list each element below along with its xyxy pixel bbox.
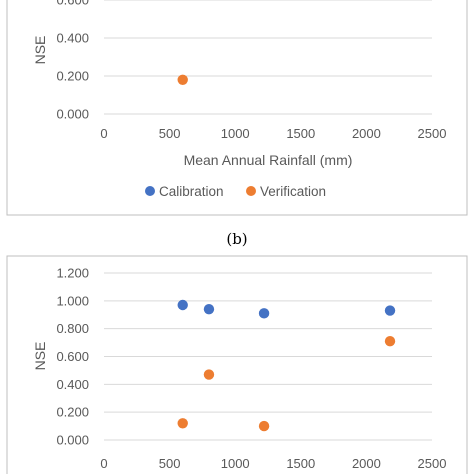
chart-a-y-axis-title: NSE bbox=[32, 36, 48, 65]
chart-a-x-tick-label: 0 bbox=[100, 126, 107, 141]
chart-b-x-tick-label: 0 bbox=[100, 456, 107, 471]
chart-b-point-calibration bbox=[258, 308, 270, 319]
chart-a-x-tick-label: 2500 bbox=[418, 126, 447, 141]
chart-b-point-verification bbox=[203, 369, 215, 380]
chart-b-frame bbox=[6, 255, 468, 474]
chart-b-y-tick-label: 0.000 bbox=[56, 433, 89, 448]
chart-a-y-tick-label: 0.200 bbox=[56, 69, 89, 84]
chart-b-y-tick-label: 0.800 bbox=[56, 321, 89, 336]
chart-a-x-tick-label: 1500 bbox=[286, 126, 315, 141]
legend-verification-marker bbox=[246, 186, 256, 196]
panel-b-label: (b) bbox=[226, 230, 247, 248]
chart-a-y-tick-label: 0.400 bbox=[56, 31, 89, 46]
chart-b-x-tick-label: 2500 bbox=[418, 456, 447, 471]
chart-a-frame bbox=[6, 0, 468, 216]
chart-b-point-verification bbox=[384, 335, 396, 347]
legend-verification-label: Verification bbox=[260, 184, 326, 199]
chart-b-x-tick-label: 500 bbox=[159, 456, 181, 471]
chart-a-point-verification bbox=[177, 74, 188, 86]
chart-a-x-tick-label: 2000 bbox=[352, 126, 381, 141]
chart-b-point-verification bbox=[258, 420, 270, 432]
chart-a-x-tick-label: 1000 bbox=[221, 126, 250, 141]
chart-a-x-axis-title: Mean Annual Rainfall (mm) bbox=[184, 152, 353, 168]
legend-calibration-marker bbox=[145, 186, 155, 196]
chart-a-x-tick-label: 500 bbox=[159, 126, 181, 141]
chart-b-y-tick-label: 0.400 bbox=[56, 377, 89, 392]
chart-b-y-tick-label: 0.600 bbox=[56, 349, 89, 364]
chart-b-x-tick-label: 1000 bbox=[221, 456, 250, 471]
legend-calibration-label: Calibration bbox=[159, 184, 224, 199]
chart-a-y-tick-label: 0.600 bbox=[56, 0, 89, 8]
chart-b-y-tick-label: 1.200 bbox=[56, 266, 89, 281]
chart-b-point-calibration bbox=[203, 303, 215, 315]
chart-b-x-tick-label: 1500 bbox=[286, 456, 315, 471]
chart-b-y-tick-label: 1.000 bbox=[56, 293, 89, 308]
chart-b-point-calibration bbox=[177, 299, 188, 311]
chart-b-point-verification bbox=[177, 418, 188, 429]
chart-b-x-tick-label: 2000 bbox=[352, 456, 381, 471]
chart-b-y-axis-title: NSE bbox=[32, 342, 48, 371]
chart-b-point-calibration bbox=[384, 305, 396, 316]
chart-b-y-tick-label: 0.200 bbox=[56, 405, 89, 420]
chart-a-y-tick-label: 0.000 bbox=[56, 107, 89, 122]
